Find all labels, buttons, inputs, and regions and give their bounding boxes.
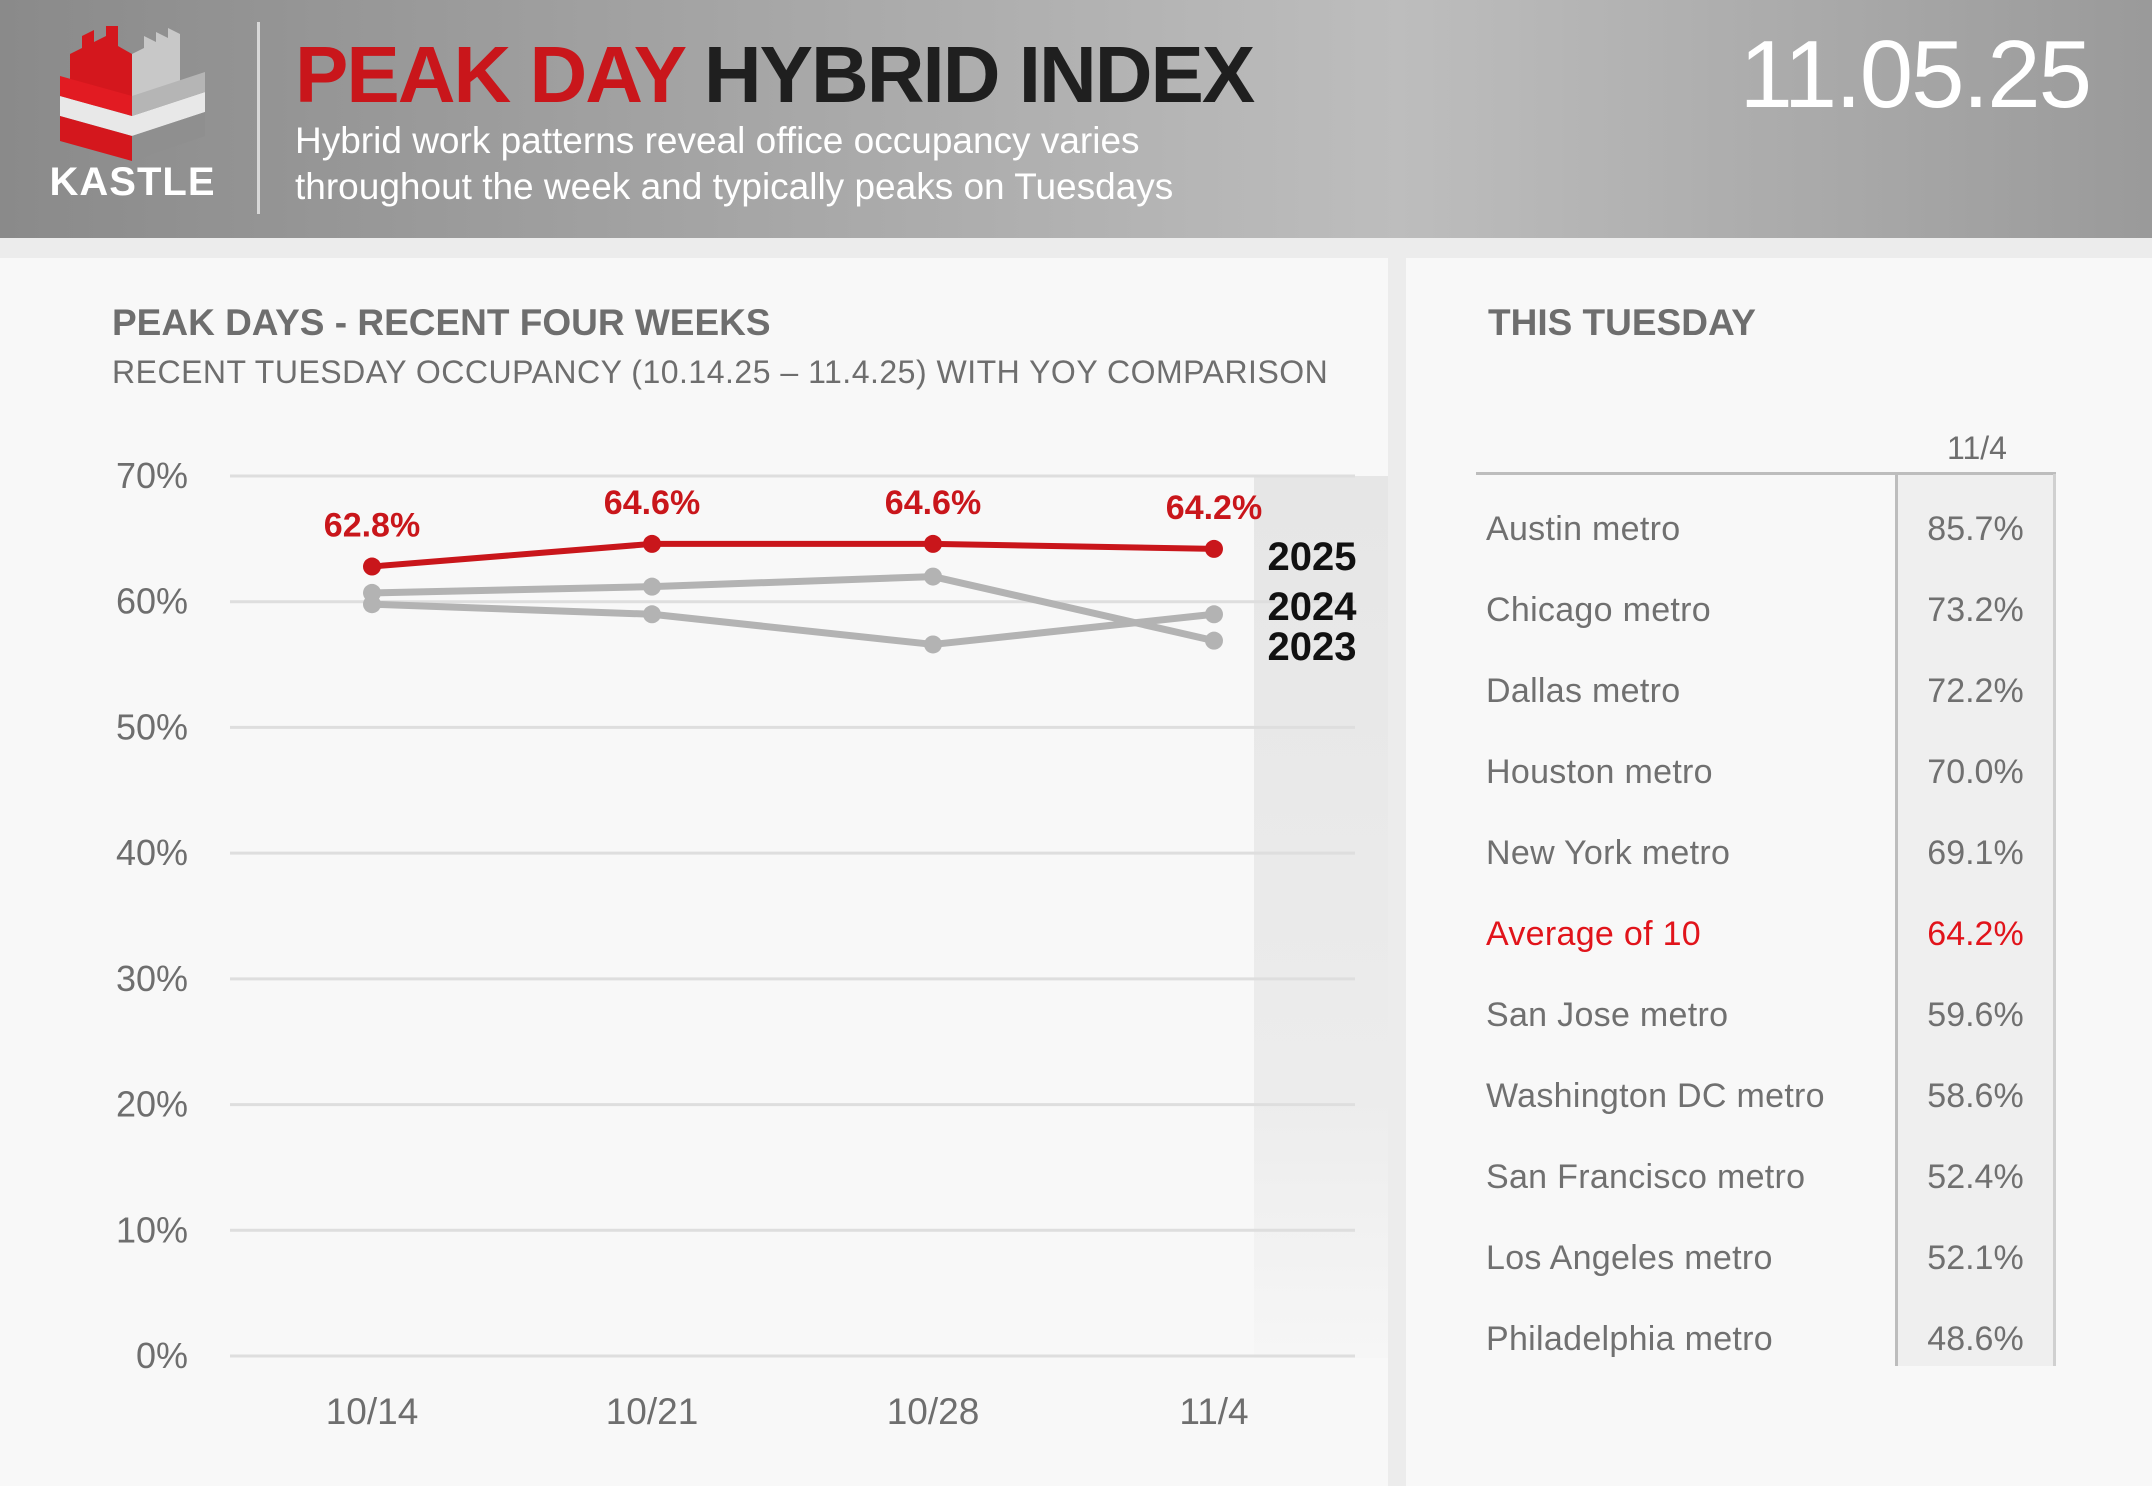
table-row: Dallas metro 72.2% (1486, 672, 2086, 732)
metro-value: 73.2% (1927, 591, 2024, 629)
series-label-2023: 2023 (1268, 625, 1357, 669)
column-header: 11/4 (1947, 430, 2007, 466)
data-point-2024 (363, 583, 381, 602)
kastle-logo: KASTLE (40, 22, 225, 206)
metro-value: 85.7% (1927, 510, 2024, 548)
metro-value: 58.6% (1927, 1077, 2024, 1115)
table-header-rule (1476, 472, 2056, 475)
line-chart: 0% 10% 20% 30% 40% 50% 60% 70% 10/14 10/21 10/28 1… (116, 455, 1388, 1432)
metro-name: San Jose metro (1486, 996, 1729, 1034)
table-row: New York metro 69.1% (1486, 834, 2086, 894)
latest-week-highlight (1254, 476, 1388, 1358)
subtitle-line-1: Hybrid work patterns reveal office occup… (295, 120, 1140, 161)
metro-value: 72.2% (1927, 672, 2024, 710)
subtitle-line-2: throughout the week and typically peaks … (295, 166, 1174, 207)
this-tuesday-title: THIS TUESDAY (1488, 302, 1756, 343)
y-tick-label: 60% (116, 581, 188, 622)
metro-name: San Francisco metro (1486, 1158, 1806, 1196)
data-point-2024 (924, 567, 942, 586)
chart-subtitle: RECENT TUESDAY OCCUPANCY (10.14.25 – 11.… (112, 354, 1329, 390)
table-row: San Jose metro 59.6% (1486, 996, 2086, 1056)
data-point-2025 (924, 534, 942, 553)
series-line-2025 (371, 540, 1215, 570)
metro-value: 69.1% (1927, 834, 2024, 872)
metro-name: Washington DC metro (1486, 1077, 1825, 1115)
table-row: Average of 10 64.2% (1486, 915, 2086, 975)
series-label-2025: 2025 (1268, 535, 1357, 579)
report-date: 11.05.25 (1739, 21, 2092, 128)
header-divider (257, 22, 260, 214)
table-row: Washington DC metro 58.6% (1486, 1077, 2086, 1137)
title-red-part: PEAK DAY (295, 30, 686, 119)
metro-value: 64.2% (1927, 915, 2024, 953)
page-title: PEAK DAY HYBRID INDEX (295, 30, 1255, 120)
y-tick-label: 70% (116, 455, 188, 496)
x-tick-label: 11/4 (1179, 1391, 1248, 1432)
metro-name: New York metro (1486, 834, 1731, 872)
y-tick-label: 10% (116, 1209, 188, 1250)
metro-name: Houston metro (1486, 753, 1713, 791)
metro-name: Dallas metro (1486, 672, 1681, 710)
data-point-2023 (643, 605, 661, 624)
data-point-2023 (924, 635, 942, 654)
x-tick-label: 10/14 (326, 1391, 419, 1432)
table-row: Austin metro 85.7% (1486, 510, 2086, 570)
metro-name: Chicago metro (1486, 591, 1711, 629)
chart-panel (0, 258, 1388, 1486)
metro-value: 59.6% (1927, 996, 2024, 1034)
value-column-shade (1898, 474, 2053, 1366)
metro-name: Austin metro (1486, 510, 1681, 548)
chart-title: PEAK DAYS - RECENT FOUR WEEKS (112, 302, 771, 343)
data-point-2024 (1205, 631, 1223, 650)
data-point-2025 (1205, 539, 1223, 558)
table-row: Houston metro 70.0% (1486, 753, 2086, 813)
series-line-2024 (371, 573, 1215, 645)
metro-name: Average of 10 (1486, 915, 1701, 953)
data-label-2025: 64.6% (604, 484, 700, 522)
metro-value: 52.1% (1927, 1239, 2024, 1277)
table-row: Chicago metro 73.2% (1486, 591, 2086, 651)
x-tick-label: 10/21 (606, 1391, 699, 1432)
data-point-2025 (363, 557, 381, 576)
data-label-2025: 64.6% (885, 484, 981, 522)
data-label-2025: 62.8% (324, 507, 420, 545)
title-dark-part: HYBRID INDEX (703, 30, 1255, 119)
metro-name: Los Angeles metro (1486, 1239, 1773, 1277)
table-column-rule (1895, 474, 1898, 1366)
y-tick-label: 30% (116, 958, 188, 999)
data-point-2024 (643, 577, 661, 596)
metro-value: 52.4% (1927, 1158, 2024, 1196)
y-tick-label: 40% (116, 832, 188, 873)
y-tick-label: 0% (136, 1335, 188, 1376)
table-row: San Francisco metro 52.4% (1486, 1158, 2086, 1218)
logo-text: KASTLE (49, 160, 216, 204)
x-tick-label: 10/28 (887, 1391, 980, 1432)
data-point-2025 (643, 534, 661, 553)
series-line-2023 (371, 600, 1215, 648)
castle-icon (60, 22, 205, 161)
metro-value: 48.6% (1927, 1320, 2024, 1358)
y-tick-label: 50% (116, 706, 188, 747)
table-right-rule (2053, 474, 2056, 1366)
data-point-2023 (1205, 605, 1223, 624)
metro-value: 70.0% (1927, 753, 2024, 791)
table-row: Philadelphia metro 48.6% (1486, 1320, 2086, 1380)
page-subtitle: Hybrid work patterns reveal office occup… (295, 118, 1295, 210)
table-row: Los Angeles metro 52.1% (1486, 1239, 2086, 1299)
series-label-2024: 2024 (1268, 585, 1358, 629)
header-banner: KASTLE PEAK DAY HYBRID INDEX Hybrid work… (0, 0, 2152, 238)
data-label-2025: 64.2% (1166, 489, 1262, 527)
y-tick-label: 20% (116, 1084, 188, 1125)
metro-name: Philadelphia metro (1486, 1320, 1774, 1358)
